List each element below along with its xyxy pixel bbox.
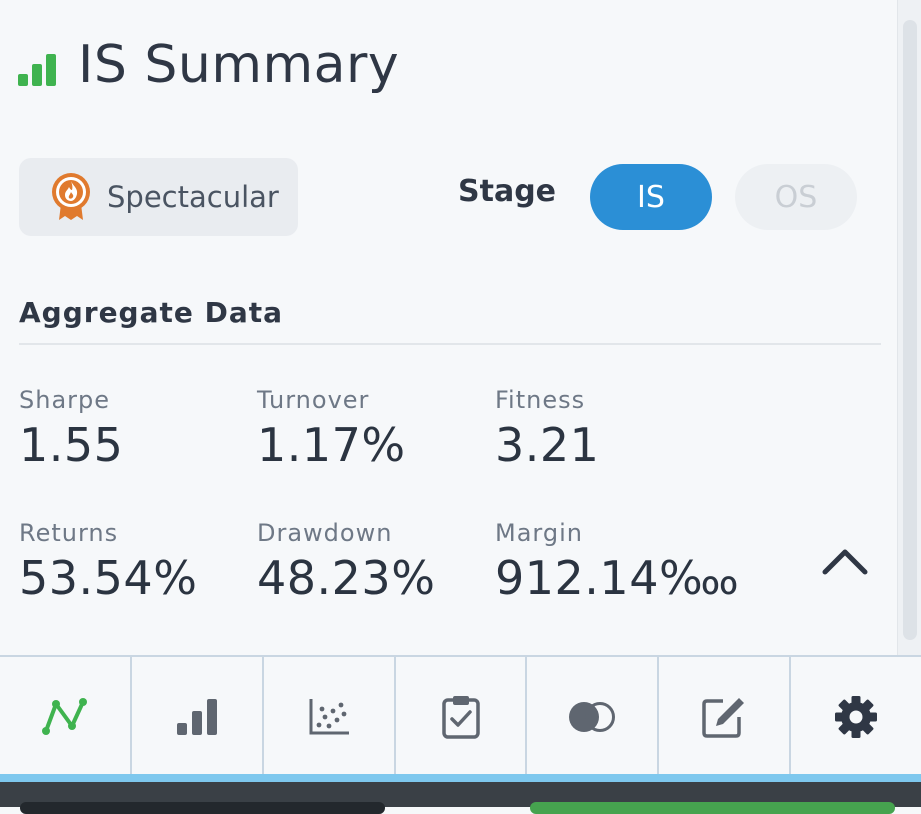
bottom-toolbar [0, 782, 921, 814]
stat-drawdown: Drawdown 48.23% [257, 519, 435, 605]
page-title: IS Summary [78, 35, 400, 95]
bottom-right-button[interactable] [530, 802, 895, 814]
bar-chart-icon [176, 698, 217, 735]
stage-is-button[interactable]: IS [590, 164, 712, 230]
settings-gear-icon [835, 695, 878, 738]
nav-item-edit[interactable] [659, 657, 792, 776]
nav-item-chart[interactable] [0, 657, 132, 776]
bottom-nav [0, 655, 921, 776]
stage-label: Stage [458, 174, 557, 209]
nav-item-scatter[interactable] [264, 657, 396, 776]
divider [19, 343, 881, 345]
stat-value: 48.23% [257, 551, 436, 605]
aggregate-data-title: Aggregate Data [19, 296, 284, 329]
stat-value: 53.54% [19, 551, 198, 605]
performance-badge: Spectacular [19, 158, 298, 236]
line-chart-icon [41, 697, 87, 735]
scroll-thumb[interactable] [903, 20, 917, 640]
badge-label: Spectacular [107, 180, 279, 214]
clipboard-check-icon [441, 695, 480, 739]
stat-margin: Margin 912.14‱ [495, 519, 739, 605]
scrollbar[interactable] [897, 0, 921, 655]
stat-returns: Returns 53.54% [19, 519, 197, 605]
stat-label: Fitness [495, 386, 586, 414]
stat-label: Returns [19, 519, 119, 547]
edit-icon [702, 697, 745, 738]
stat-sharpe: Sharpe 1.55 [19, 386, 123, 472]
bar-chart-icon [18, 54, 56, 86]
summary-panel: IS Summary Spectacular Stage IS OS Aggre… [18, 30, 881, 605]
stat-label: Turnover [257, 386, 370, 414]
stat-value: 3.21 [495, 418, 600, 472]
stat-label: Drawdown [257, 519, 393, 547]
stat-turnover: Turnover 1.17% [257, 386, 406, 472]
nav-item-correlation[interactable] [527, 657, 660, 776]
nav-item-bars[interactable] [132, 657, 264, 776]
scatter-plot-icon [309, 698, 349, 734]
stat-fitness: Fitness 3.21 [495, 386, 599, 472]
chevron-up-icon[interactable] [820, 540, 870, 580]
stat-label: Sharpe [19, 386, 111, 414]
stat-value: 912.14‱ [495, 551, 740, 605]
stat-value: 1.55 [19, 418, 124, 472]
stage-os-button[interactable]: OS [735, 164, 857, 230]
medal-flame-icon [52, 173, 90, 220]
correlation-circles-icon [569, 701, 616, 732]
stat-label: Margin [495, 519, 583, 547]
bottom-left-button[interactable] [20, 802, 385, 814]
stat-value: 1.17% [257, 418, 406, 472]
nav-item-checklist[interactable] [396, 657, 528, 776]
bottom-accent-bar [0, 774, 921, 782]
nav-item-settings[interactable] [791, 657, 921, 776]
header: IS Summary [18, 30, 399, 100]
